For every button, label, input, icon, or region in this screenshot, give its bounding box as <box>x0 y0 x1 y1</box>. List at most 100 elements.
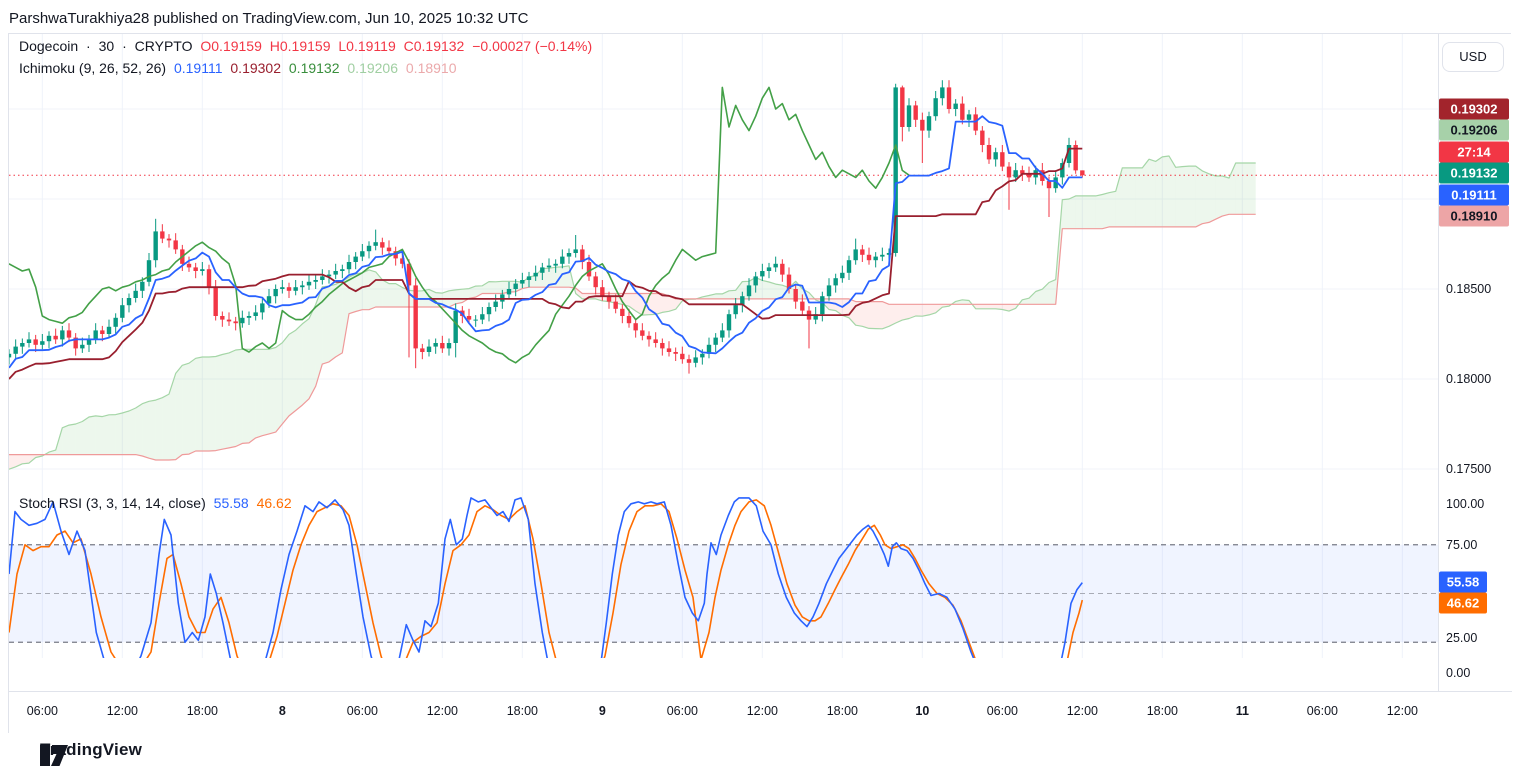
kumo-cloud <box>629 293 636 312</box>
lead-a-value-label: 0.19206 <box>1439 119 1509 141</box>
kumo-cloud <box>1069 195 1076 229</box>
stoch-tick: 25.00 <box>1446 631 1478 645</box>
candle-up <box>333 271 338 275</box>
candle-up <box>833 278 838 286</box>
candle-down <box>606 296 612 302</box>
symbol-interval: 30 <box>98 38 115 54</box>
lagging-span-line <box>9 86 910 364</box>
candle-up <box>933 98 938 117</box>
stoch-tick: 100.00 <box>1446 497 1485 511</box>
candle-up <box>273 289 278 297</box>
legend-close: C0.19132 <box>403 38 465 54</box>
candle-down <box>793 289 798 302</box>
candle-up <box>9 353 12 358</box>
candle-up <box>153 231 158 261</box>
publish-attribution: ParshwaTurakhiya28 published on TradingV… <box>9 10 529 27</box>
candle-down <box>800 301 805 311</box>
kumo-cloud <box>862 301 870 329</box>
kumo-cloud <box>1122 167 1130 227</box>
stoch-k-legend-value: 55.58 <box>213 495 249 511</box>
kumo-cloud <box>909 304 916 319</box>
candle-up <box>820 296 825 315</box>
legend-low: L0.19119 <box>338 38 396 54</box>
kumo-cloud <box>1095 194 1103 229</box>
kumo-cloud <box>102 414 110 455</box>
candle-up <box>693 357 698 363</box>
kumo-cloud <box>915 304 923 317</box>
candle-down <box>400 258 405 264</box>
price-axis[interactable]: USD 0.18500 0.18000 0.17500 100.00 75.00 25.0… <box>1438 34 1513 691</box>
legend-high: H0.19159 <box>269 38 331 54</box>
kumo-cloud <box>775 284 783 299</box>
candle-down <box>673 352 678 354</box>
stoch-k-line <box>9 497 1083 658</box>
candle-down <box>213 287 218 316</box>
stoch-k-value-label: 55.58 <box>1439 571 1487 592</box>
kumo-cloud <box>722 290 730 299</box>
candle-down <box>166 238 172 241</box>
time-tick: 12:00 <box>1066 704 1098 718</box>
candle-down <box>900 87 905 127</box>
kumo-cloud <box>1102 192 1110 229</box>
kumo-cloud <box>882 301 890 329</box>
stoch-rsi-pane[interactable] <box>9 491 1438 658</box>
candle-up <box>1013 170 1018 178</box>
kumo-cloud <box>829 298 836 311</box>
candle-up <box>893 87 898 254</box>
candle-down <box>193 267 198 271</box>
candle-down <box>1020 170 1025 174</box>
base-line <box>9 147 1083 380</box>
kumo-cloud <box>655 293 663 315</box>
currency-toggle-button[interactable]: USD <box>1442 42 1504 72</box>
candle-up <box>566 253 572 257</box>
kumo-cloud <box>1082 195 1090 229</box>
kumo-cloud <box>535 268 543 288</box>
candle-up <box>113 317 118 327</box>
candle-up <box>826 285 832 297</box>
candle-down <box>33 339 38 345</box>
kumo-cloud <box>389 283 396 307</box>
kumo-cloud <box>189 358 196 455</box>
kumo-cloud <box>1142 159 1150 227</box>
kumo-cloud <box>1169 156 1176 227</box>
candle-up <box>1053 177 1058 189</box>
stoch-d-legend-value: 46.62 <box>256 495 292 511</box>
kumo-cloud <box>395 283 403 307</box>
candle-down <box>633 323 638 331</box>
candle-down <box>626 316 632 324</box>
kumo-cloud <box>75 421 83 455</box>
time-tick-day: 8 <box>278 704 286 718</box>
candle-down <box>660 343 665 349</box>
candle-up <box>506 289 512 295</box>
kumo-cloud <box>135 403 143 456</box>
base-line-value-label: 0.19302 <box>1439 98 1509 119</box>
legend-open: O0.19159 <box>200 38 262 54</box>
kumo-cloud <box>122 410 130 455</box>
stoch-rsi-title: Stoch RSI (3, 3, 14, 14, close) <box>19 495 206 511</box>
tradingview-watermark[interactable]: TradingView <box>40 740 142 766</box>
kumo-cloud <box>382 279 390 307</box>
symbol-market: CRYPTO <box>134 38 193 54</box>
kumo-cloud <box>242 349 250 444</box>
ichimoku-lagging-value: 0.19132 <box>288 60 340 76</box>
candle-down <box>613 301 618 309</box>
kumo-cloud <box>1242 163 1250 215</box>
kumo-cloud <box>555 266 563 288</box>
lead-a-line <box>9 155 1256 470</box>
stoch-tick: 0.00 <box>1446 666 1471 680</box>
candle-down <box>586 262 592 277</box>
candle-up <box>560 256 565 264</box>
kumo-cloud <box>335 281 343 357</box>
candle-down <box>466 316 472 320</box>
time-tick: 18:00 <box>1146 704 1178 718</box>
candle-up <box>760 271 765 277</box>
bar-countdown-label: 27:14 <box>1439 141 1509 162</box>
time-axis[interactable]: 06:00 12:00 18:00 8 06:00 12:00 18:00 9 06:00 12:… <box>9 691 1512 733</box>
price-pane[interactable] <box>9 34 1438 491</box>
kumo-cloud <box>669 296 676 312</box>
candle-up <box>26 339 32 343</box>
candle-down <box>960 103 965 120</box>
lead-b-value-label: 0.18910 <box>1439 205 1509 227</box>
candle-up <box>533 272 538 277</box>
